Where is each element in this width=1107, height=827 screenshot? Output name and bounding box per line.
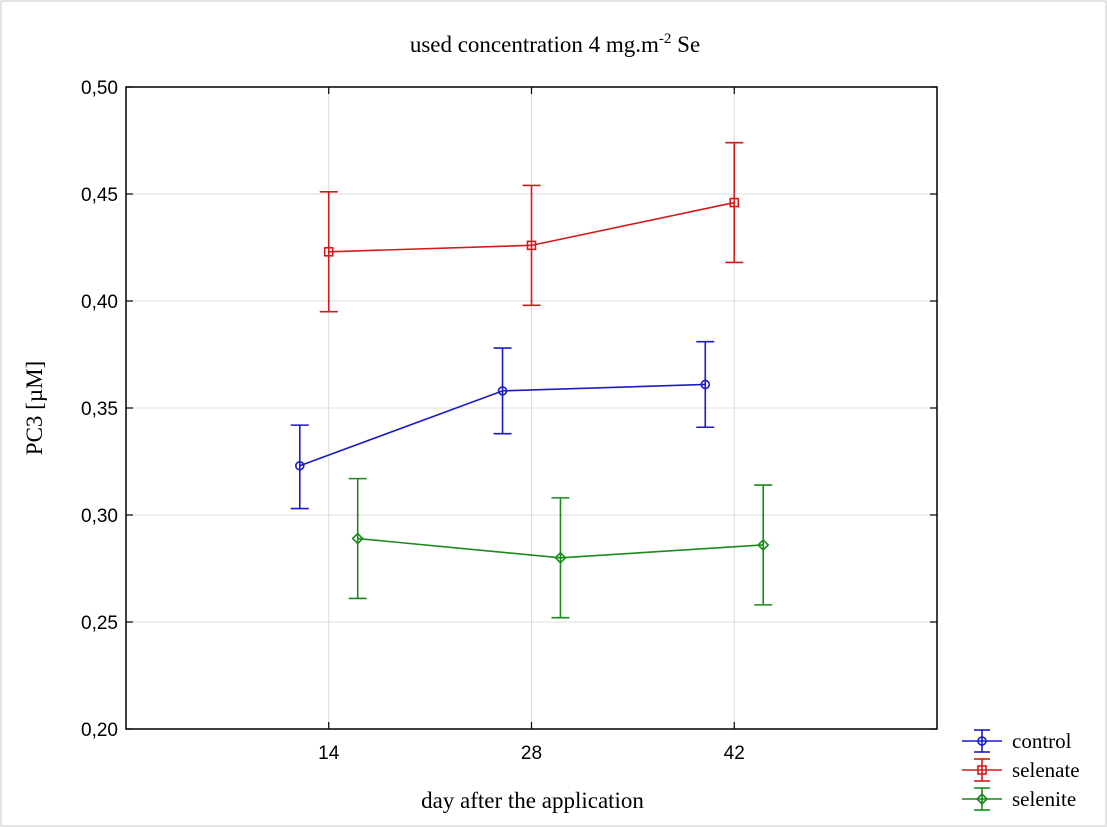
legend-item-selenate: selenate <box>962 758 1080 782</box>
y-tick-label: 0,20 <box>81 720 118 741</box>
legend-label: control <box>1012 729 1072 753</box>
x-tick-label: 42 <box>724 743 745 764</box>
data-point-selenate <box>323 246 334 257</box>
legend-item-selenite: selenite <box>962 787 1076 811</box>
series-selenate <box>319 141 744 313</box>
legend-label: selenate <box>1012 758 1080 782</box>
y-tick-label: 0,45 <box>81 185 118 206</box>
data-point-selenate <box>729 197 740 208</box>
x-tick-label: 28 <box>521 743 542 764</box>
data-point-selenite <box>554 551 567 564</box>
y-axis-title: PC3 [µM] <box>22 361 47 455</box>
y-tick-label: 0,35 <box>81 399 118 420</box>
series-selenite <box>348 477 773 619</box>
data-point-selenate <box>526 240 537 251</box>
data-point-selenite <box>351 532 364 545</box>
legend-label: selenite <box>1012 787 1076 811</box>
x-axis-title: day after the application <box>421 788 644 813</box>
series-layer <box>290 141 773 619</box>
data-point-control <box>294 460 305 471</box>
x-tick-label: 14 <box>318 743 340 764</box>
axes: 0,20 0,25 0,30 0,35 0,40 0,45 0,50 14 28 42 <box>81 78 937 764</box>
data-point-control <box>700 379 711 390</box>
data-point-control <box>497 386 508 396</box>
y-tick-label: 0,30 <box>81 506 118 527</box>
y-tick-label: 0,50 <box>81 78 118 99</box>
legend-marker <box>977 736 987 746</box>
chart-title: used concentration 4 mg.m-2 Se <box>410 31 700 57</box>
y-tick-label: 0,25 <box>81 613 118 634</box>
series-control <box>290 340 715 510</box>
legend: control selenate selenite <box>962 729 1080 811</box>
legend-marker <box>975 792 989 806</box>
data-point-selenite <box>757 538 770 552</box>
y-tick-label: 0,40 <box>81 292 118 313</box>
legend-marker <box>977 765 987 775</box>
legend-item-control: control <box>962 729 1072 753</box>
